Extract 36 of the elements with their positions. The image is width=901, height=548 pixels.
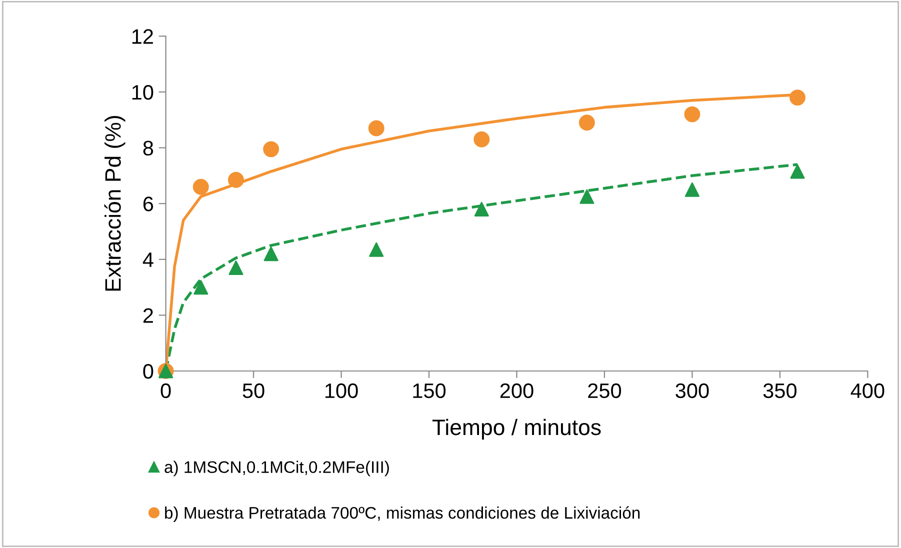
x-tick-label: 350 [763,383,796,398]
point [263,141,280,158]
point [192,178,209,195]
y-axis-title: Extracción Pd (%) [104,116,126,291]
y-tick-label: 0 [143,364,154,379]
y-tick-label: 12 [132,29,153,44]
point [369,242,384,257]
y-tick-label: 10 [132,84,154,100]
point [474,202,489,216]
point [580,189,594,204]
y-tick-label: 2 [143,308,153,323]
point [789,90,806,106]
x-tick-label: 400 [850,383,884,398]
point [228,172,244,188]
x-tick-label: 250 [588,383,622,398]
y-tick-label: 6 [143,196,154,212]
point [228,260,244,276]
x-tick-label: 200 [500,383,534,398]
point [194,280,208,295]
point [474,131,490,148]
y-tick-label: 8 [143,140,154,156]
point [684,182,700,197]
x-tick-label: 50 [242,383,264,398]
x-tick-label: 150 [413,383,446,398]
x-tick-label: 100 [325,383,358,398]
x-axis-title: Tiempo / minutos [432,418,601,440]
x-tick-label: 0 [160,383,171,398]
point [790,164,805,179]
legend-label: b) Muestra Pretratada 700ºC, mismas condiciones de Lixiviación [165,506,640,522]
legend-label: a) 1MSCN,0.1MCit,0.2MFe(III) [164,460,389,476]
point [368,120,384,136]
y-tick-label: 4 [142,252,154,267]
point [684,106,700,122]
x-tick-label: 300 [676,383,709,398]
point [578,114,595,131]
point [264,246,278,262]
